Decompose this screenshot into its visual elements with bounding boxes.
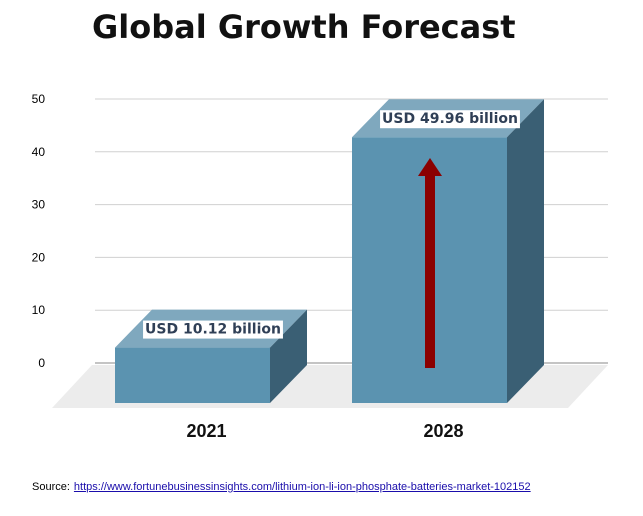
bar-front-face — [115, 347, 270, 403]
bar-side-face — [507, 99, 544, 404]
arrow-head — [418, 158, 442, 176]
data-label-text: USD 49.96 billion — [382, 111, 518, 127]
source-note: Source: https://www.fortunebusinessinsigh… — [32, 481, 531, 493]
data-label-box — [143, 320, 283, 339]
source-link[interactable]: https://www.fortunebusinessinsights.com/… — [73, 481, 531, 493]
bar-chart: 0 10 20 30 40 50 USD 10.12 billion USD 49.96 b… — [32, 92, 608, 441]
x-tick-label: 2028 — [423, 421, 463, 441]
bar-side-face — [270, 309, 307, 403]
y-tick-label: 20 — [32, 250, 46, 264]
bars — [115, 99, 544, 404]
source-label: Source: — [32, 481, 70, 493]
chart-title: Global Growth Forecast — [92, 8, 516, 46]
arrow-shaft — [425, 175, 435, 368]
y-tick-label: 0 — [38, 356, 45, 370]
data-label: USD 49.96 billion — [380, 110, 520, 129]
y-axis-ticks: 0 10 20 30 40 50 — [32, 92, 46, 370]
data-label-box — [380, 110, 520, 129]
y-tick-label: 10 — [32, 303, 46, 317]
y-tick-label: 50 — [32, 92, 46, 106]
data-labels: USD 10.12 billion USD 49.96 billion — [143, 110, 520, 339]
bar-2028 — [352, 99, 544, 404]
data-label-text: USD 10.12 billion — [145, 322, 281, 338]
data-label: USD 10.12 billion — [143, 320, 283, 339]
x-axis-ticks: 2021 2028 — [186, 421, 463, 441]
growth-arrow — [418, 158, 442, 368]
x-tick-label: 2021 — [186, 421, 226, 441]
y-tick-label: 30 — [32, 198, 46, 212]
y-tick-label: 40 — [32, 145, 46, 159]
